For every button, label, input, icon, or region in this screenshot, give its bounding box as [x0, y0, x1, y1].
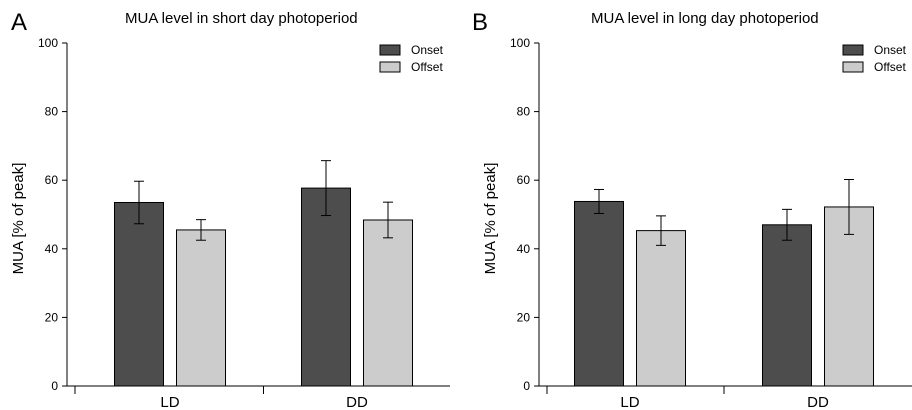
bar — [363, 219, 413, 387]
x-tick-label: LD — [620, 394, 639, 410]
y-axis-label: MUA [% of peak] — [482, 163, 499, 275]
bar — [762, 224, 812, 387]
bar — [176, 229, 226, 387]
bar — [301, 187, 351, 387]
legend-label: Offset — [411, 60, 443, 74]
bar — [636, 230, 686, 387]
legend-swatch — [379, 61, 401, 73]
x-tick-label: DD — [346, 394, 368, 410]
y-tick-label: 0 — [523, 379, 530, 393]
y-tick-label: 80 — [517, 105, 531, 119]
y-tick-label: 60 — [45, 173, 59, 187]
legend-label: Onset — [411, 43, 444, 57]
y-tick-label: 20 — [45, 310, 59, 324]
legend-swatch — [842, 44, 864, 56]
chart-title: MUA level in short day photoperiod — [125, 10, 358, 27]
bar — [114, 201, 164, 387]
y-tick-label: 0 — [51, 379, 58, 393]
bar — [824, 206, 874, 387]
y-tick-label: 40 — [45, 242, 59, 256]
panel-label: B — [472, 9, 489, 36]
legend-label: Onset — [874, 43, 907, 57]
y-tick-label: 60 — [517, 173, 531, 187]
y-tick-label: 80 — [45, 105, 59, 119]
y-tick-label: 100 — [38, 36, 58, 50]
y-tick-label: 20 — [517, 310, 531, 324]
bar-chart-svg: 0 20 40 60 80 100 MUA [% of peak] LD DD Onset Offs… — [10, 36, 450, 410]
x-tick-label: DD — [807, 394, 829, 410]
x-tick-label: LD — [160, 394, 179, 410]
bar-chart-svg: 0 20 40 60 80 100 MUA [% of peak] LD DD Onset Offs… — [482, 36, 912, 410]
panel-label: A — [11, 9, 28, 36]
legend-label: Offset — [874, 60, 906, 74]
y-tick-label: 40 — [517, 242, 531, 256]
legend-swatch — [842, 61, 864, 73]
chart-panel-a: A MUA level in short day photoperiod 0 20… — [10, 9, 450, 410]
bar — [574, 200, 624, 387]
y-axis-label: MUA [% of peak] — [10, 163, 27, 275]
chart-panel-b: B MUA level in long day photoperiod 0 20 4… — [456, 0, 912, 410]
chart-title: MUA level in long day photoperiod — [591, 10, 819, 27]
legend-swatch — [379, 44, 401, 56]
y-tick-label: 100 — [510, 36, 530, 50]
